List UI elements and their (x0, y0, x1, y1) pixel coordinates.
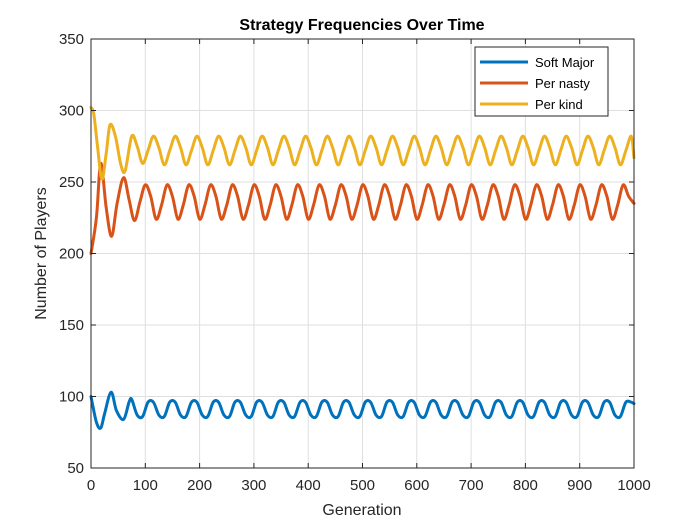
y-tick-label: 250 (59, 174, 84, 191)
chart-title: Strategy Frequencies Over Time (239, 17, 484, 34)
legend: Soft Major Per nasty Per kind (474, 46, 609, 117)
series-line-soft-major (89, 390, 636, 430)
x-tick-label: 300 (241, 477, 266, 494)
x-tick-label: 600 (404, 477, 429, 494)
legend-label-per-kind: Per kind (535, 97, 583, 112)
x-tick-label: 500 (350, 477, 375, 494)
x-axis-label: Generation (322, 502, 401, 519)
ticks (90, 38, 635, 469)
x-tick-label: 1000 (617, 477, 650, 494)
legend-label-per-nasty: Per nasty (535, 76, 590, 91)
y-tick-label: 200 (59, 246, 84, 263)
y-tick-label: 350 (59, 31, 84, 48)
x-tick-label: 200 (187, 477, 212, 494)
x-tick-label: 400 (296, 477, 321, 494)
x-tick-label: 0 (87, 477, 95, 494)
y-tick-label: 50 (67, 460, 84, 477)
series-layer (89, 106, 636, 430)
y-tick-label: 300 (59, 103, 84, 120)
y-tick-label: 150 (59, 317, 84, 334)
x-tick-label: 900 (567, 477, 592, 494)
x-tick-label: 700 (459, 477, 484, 494)
y-axis-label: Number of Players (33, 187, 50, 320)
series-line-per-nasty (89, 161, 636, 255)
x-tick-label: 100 (133, 477, 158, 494)
y-tick-label: 100 (59, 389, 84, 406)
tick-labels: 0 100 200 300 400 500 600 700 800 900 1000 50 100 150… (59, 31, 651, 494)
x-tick-label: 800 (513, 477, 538, 494)
series-line-per-kind (89, 106, 636, 181)
legend-label-soft-major: Soft Major (535, 55, 595, 70)
